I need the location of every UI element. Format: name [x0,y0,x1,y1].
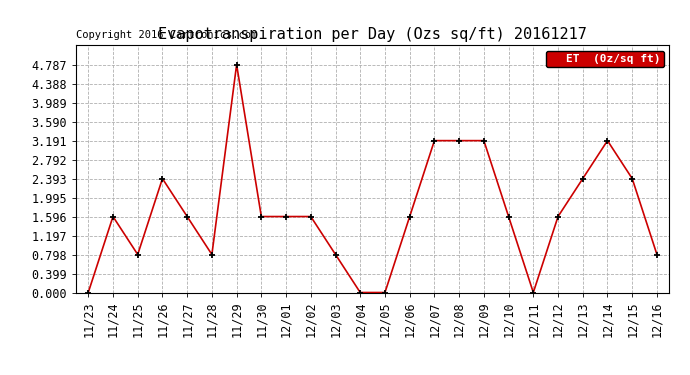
Title: Evapotranspiration per Day (Ozs sq/ft) 20161217: Evapotranspiration per Day (Ozs sq/ft) 2… [158,27,587,42]
Text: Copyright 2016 Cartronics.com: Copyright 2016 Cartronics.com [76,30,257,40]
Legend: ET  (0z/sq ft): ET (0z/sq ft) [546,51,664,68]
